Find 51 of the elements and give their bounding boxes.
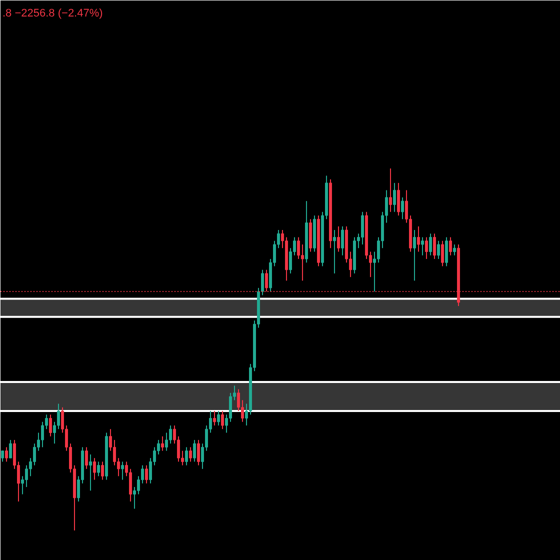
candlestick	[129, 468, 132, 502]
candlestick	[9, 439, 12, 459]
candlestick	[85, 446, 88, 470]
candlestick	[161, 436, 164, 452]
candlestick	[397, 182, 400, 216]
candlestick	[213, 410, 216, 426]
candlestick	[221, 410, 224, 430]
candlestick	[261, 269, 264, 296]
candlestick	[425, 236, 428, 260]
candlestick	[113, 439, 116, 466]
candlestick	[229, 392, 232, 422]
candlestick	[217, 410, 220, 426]
candlestick	[1, 450, 4, 462]
candlestick	[341, 226, 344, 256]
candlestick	[337, 226, 340, 252]
candlestick	[301, 244, 304, 282]
candlestick	[389, 168, 392, 212]
text: .8 −2256.8 (−2.47%)	[2, 8, 103, 20]
candlestick	[429, 233, 432, 256]
candlestick	[57, 403, 60, 430]
candlestick	[393, 182, 396, 212]
candlestick	[361, 211, 364, 245]
candlestick	[433, 233, 436, 260]
candlestick	[93, 458, 96, 480]
candlestick	[401, 196, 404, 220]
candlestick	[89, 454, 92, 492]
candlestick	[193, 439, 196, 462]
candlestick	[5, 446, 8, 462]
candlestick	[145, 464, 148, 484]
candlestick	[169, 424, 172, 444]
candlestick	[333, 230, 336, 274]
candlestick	[449, 236, 452, 256]
candlestick	[441, 240, 444, 267]
candlestick	[197, 439, 200, 466]
candlestick	[185, 446, 188, 466]
candlestick	[49, 414, 52, 437]
candlestick	[437, 240, 440, 260]
candlestick	[453, 244, 456, 256]
candlestick	[97, 461, 100, 477]
candlestick	[297, 236, 300, 260]
candlestick	[189, 446, 192, 462]
candlestick	[165, 432, 168, 452]
candlestick	[41, 421, 44, 448]
candlestick	[121, 461, 124, 480]
candlestick	[421, 236, 424, 256]
candlestick	[25, 464, 28, 488]
candlestick	[445, 236, 448, 267]
candlestick	[413, 230, 416, 282]
candlestick	[33, 443, 36, 466]
candlestick	[417, 226, 420, 252]
candlestick	[101, 461, 104, 480]
